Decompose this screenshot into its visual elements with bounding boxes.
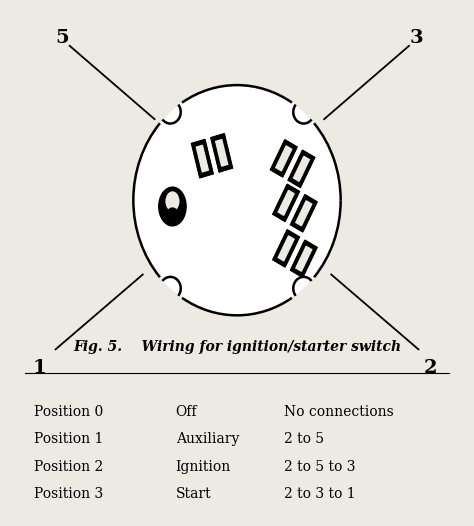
- Polygon shape: [296, 246, 312, 271]
- Polygon shape: [211, 134, 233, 172]
- Polygon shape: [216, 139, 228, 166]
- Ellipse shape: [159, 187, 186, 226]
- Text: Position 0: Position 0: [35, 405, 104, 419]
- Text: 1: 1: [32, 359, 46, 377]
- Text: No connections: No connections: [284, 405, 394, 419]
- Ellipse shape: [165, 191, 180, 211]
- Polygon shape: [278, 190, 294, 215]
- Circle shape: [167, 208, 178, 219]
- Polygon shape: [196, 145, 209, 172]
- Polygon shape: [296, 201, 312, 226]
- Text: Position 1: Position 1: [35, 432, 104, 447]
- Text: 2 to 5 to 3: 2 to 5 to 3: [284, 460, 356, 473]
- Polygon shape: [291, 240, 317, 277]
- Text: 2: 2: [423, 359, 437, 377]
- Text: Fig. 5.    Wiring for ignition/starter switch: Fig. 5. Wiring for ignition/starter swit…: [73, 340, 401, 353]
- Text: Off: Off: [176, 405, 197, 419]
- Polygon shape: [288, 150, 315, 187]
- Polygon shape: [191, 139, 213, 178]
- Text: Ignition: Ignition: [176, 460, 231, 473]
- Text: 5: 5: [56, 29, 70, 47]
- Text: 2 to 5: 2 to 5: [284, 432, 324, 447]
- Polygon shape: [293, 156, 310, 181]
- Text: Auxiliary: Auxiliary: [176, 432, 239, 447]
- Polygon shape: [291, 195, 317, 232]
- Text: Position 3: Position 3: [35, 487, 104, 501]
- Text: Start: Start: [176, 487, 211, 501]
- Polygon shape: [273, 230, 300, 267]
- Polygon shape: [273, 184, 300, 221]
- Polygon shape: [271, 140, 297, 177]
- Text: Position 2: Position 2: [35, 460, 104, 473]
- Text: 3: 3: [409, 29, 423, 47]
- Text: 2 to 3 to 1: 2 to 3 to 1: [284, 487, 356, 501]
- Polygon shape: [276, 146, 292, 171]
- Circle shape: [133, 85, 341, 315]
- Polygon shape: [278, 236, 294, 261]
